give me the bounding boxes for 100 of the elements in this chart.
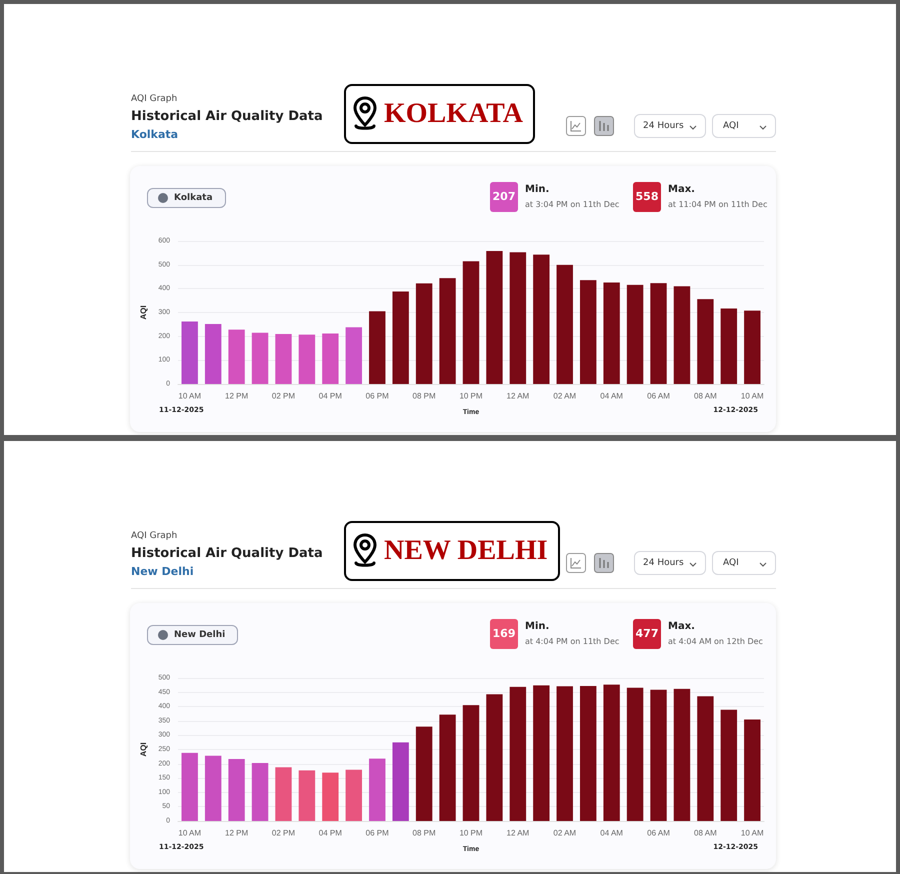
text: 477 [633,619,661,649]
text: 558 [633,182,661,212]
text: AQI Graph [131,531,178,541]
text: New Delhi [174,630,226,640]
x-tick-label: 06 PM [366,392,390,400]
bar [322,772,339,821]
text: KOLKATA [384,98,523,130]
bar [462,705,480,821]
bar [392,742,409,821]
text: at 3:04 PM on 11th Dec [525,200,620,209]
x-tick-label: 10 AM [740,828,764,838]
bar [626,688,644,821]
x-tick-label: 06 AM [647,392,670,400]
bar [510,252,526,384]
y-axis-title: AQI [138,742,148,757]
bar [650,690,667,821]
text: 207 [490,182,518,212]
bar [603,282,620,384]
bar [369,758,386,821]
bar [720,710,738,821]
text: Max. [668,184,695,195]
y-axis-title: AQI [138,305,148,320]
x-tick-label: 08 PM [412,392,436,400]
x-tick-label: 04 AM [600,392,624,400]
x-tick-label: 06 PM [366,828,390,838]
chart-title: Historical Air Quality Data [131,109,323,124]
x-tick-label: 04 AM [600,828,624,838]
x-tick-label: 08 AM [694,828,718,838]
bar [462,261,480,384]
bar [580,280,596,384]
x-tick-label: 08 AM [694,392,718,400]
bar [252,762,268,821]
bar [182,752,198,821]
bar [439,714,456,821]
text: AQI [712,114,776,138]
bar [533,254,550,384]
bar [322,333,339,384]
bar [275,334,292,384]
x-tick-label: 12 AM [506,828,530,838]
bar [697,696,714,821]
bar [674,286,690,384]
x-tick-label: 12 PM [225,392,248,400]
chart-subtitle: Kolkata [131,128,178,141]
text: Kolkata [174,193,213,203]
bar [510,686,526,821]
bar [392,292,409,384]
text: 169 [490,619,518,649]
bar [228,330,245,384]
chart-subtitle: New Delhi [131,565,194,578]
text: at 4:04 AM on 12th Dec [668,637,763,646]
bar [369,311,386,384]
bar [346,770,362,821]
bar [556,686,573,821]
x-tick-label: 12 AM [506,392,530,400]
x-tick-label: 12 PM [225,828,248,838]
bar [697,299,714,384]
bar [486,694,503,821]
bar [533,685,550,821]
bar [298,334,316,384]
x-tick-label: 04 PM [318,392,342,400]
x-tick-label: 02 AM [553,392,576,400]
bar [275,767,292,821]
bar [744,719,760,821]
x-tick-label: 10 PM [459,392,483,400]
bar [603,684,620,821]
text: 24 Hours [634,114,706,138]
bar [720,308,738,384]
text: AQI Graph [131,94,178,104]
text: at 11:04 PM on 11th Dec [668,200,768,209]
x-tick-label: 08 PM [412,828,436,838]
bar [228,758,245,821]
bar [298,770,316,821]
bar [439,278,456,384]
bar [416,283,432,384]
text: NEW DELHI [384,535,548,567]
text: Max. [668,621,695,632]
text: 24 Hours [634,551,706,575]
text: AQI [712,551,776,575]
bar [252,332,268,384]
text: at 4:04 PM on 11th Dec [525,637,620,646]
bar [486,251,503,384]
x-tick-label: 10 AM [740,392,764,400]
chart-title: Historical Air Quality Data [131,546,323,561]
x-tick-label: 10 AM [178,828,202,838]
bar [556,264,573,384]
x-tick-label: 04 PM [318,828,342,838]
x-tick-label: 02 AM [553,828,576,838]
bar [182,322,198,384]
x-tick-label: 10 AM [178,392,202,400]
bar [744,310,760,384]
bar [580,686,596,821]
text: Min. [525,184,550,195]
x-tick-label: 06 AM [647,828,670,838]
bar [650,283,667,384]
bar [346,327,362,384]
x-tick-label: 02 PM [272,828,296,838]
bar [416,726,432,821]
x-tick-label: 10 PM [459,828,483,838]
bar [674,688,690,821]
x-tick-label: 02 PM [272,392,296,400]
